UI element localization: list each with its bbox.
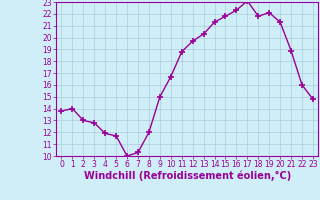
X-axis label: Windchill (Refroidissement éolien,°C): Windchill (Refroidissement éolien,°C) — [84, 171, 291, 181]
